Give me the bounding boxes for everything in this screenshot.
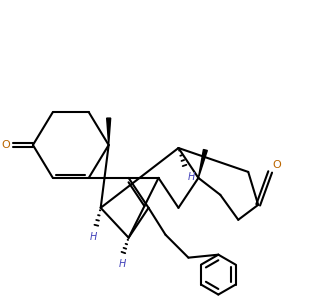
Text: O: O [272, 160, 281, 170]
Text: O: O [1, 140, 10, 150]
Polygon shape [198, 150, 207, 178]
Text: H: H [90, 232, 98, 242]
Polygon shape [107, 118, 111, 145]
Text: H: H [119, 259, 126, 269]
Text: H: H [187, 172, 195, 182]
